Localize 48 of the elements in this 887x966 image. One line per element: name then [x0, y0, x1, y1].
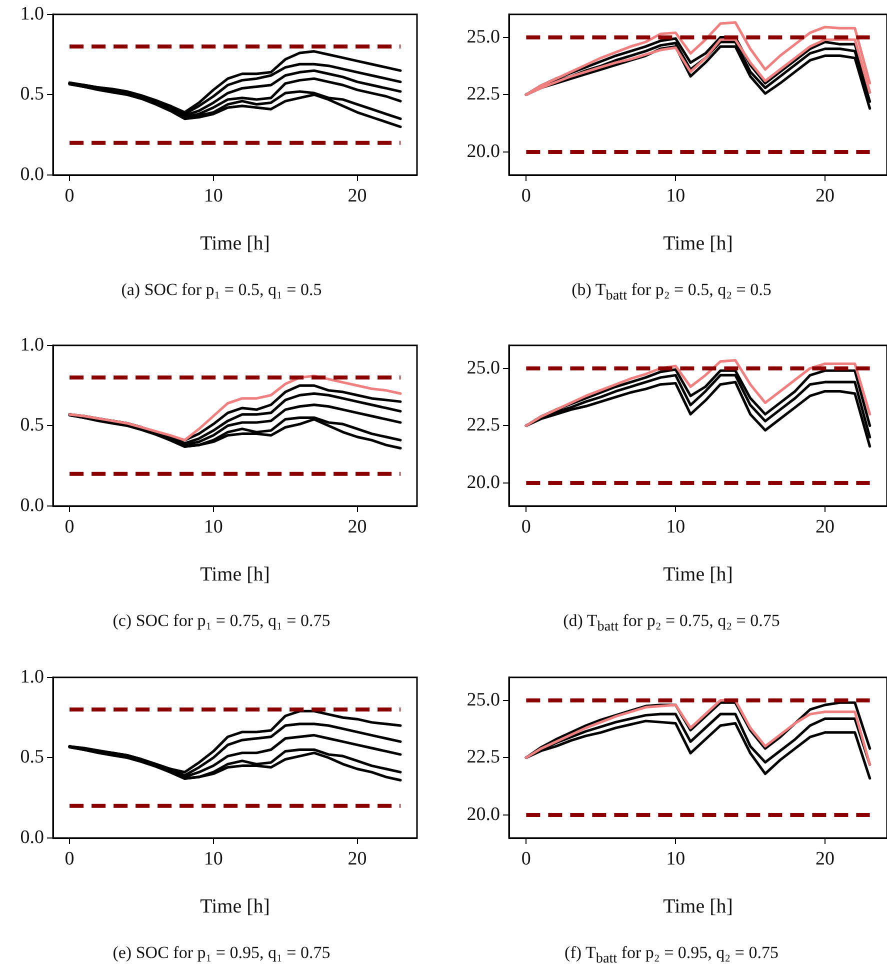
x-tick-label: 20 [348, 185, 367, 206]
x-tick-label: 0 [521, 848, 531, 870]
y-tick-label: 20.0 [466, 472, 500, 494]
y-tick-label: 25.0 [466, 26, 500, 48]
y-tick-label: 0.5 [20, 746, 44, 768]
x-tick-label: 10 [666, 185, 686, 206]
y-tick-label: 20.0 [466, 804, 500, 826]
x-tick-label: 20 [348, 516, 367, 538]
x-tick-label: 0 [521, 516, 531, 538]
y-tick-label: 25.0 [466, 357, 500, 378]
x-tick-label: 10 [204, 185, 223, 206]
text: (b) T$_{batt}$ for p₂ = 0.5, q₂ = 0.5 [570, 280, 772, 304]
x-axis-title: Time [h] [663, 895, 733, 918]
y-tick-label: 0.5 [20, 84, 44, 105]
x-tick-label: 0 [64, 848, 74, 870]
x-tick-label: 10 [204, 848, 223, 870]
y-tick-label: 22.5 [466, 84, 500, 105]
y-tick-label: 0.0 [20, 164, 44, 185]
x-axis-title: Time [h] [200, 563, 270, 586]
y-tick-label: 0.0 [20, 826, 44, 848]
y-tick-label: 1.0 [20, 334, 44, 356]
x-tick-label: 20 [815, 185, 834, 206]
x-axis-title: Time [h] [663, 563, 733, 586]
y-tick-label: 0.5 [20, 414, 44, 436]
x-tick-label: 10 [666, 516, 686, 538]
text: (d) T$_{batt}$ for p₂ = 0.75, q₂ = 0.75 [562, 611, 781, 636]
x-tick-label: 0 [64, 516, 74, 538]
x-tick-label: 10 [204, 516, 223, 538]
text: (e) SOC for p₁ = 0.95, q₁ = 0.75 [112, 943, 332, 963]
text: (c) SOC for p₁ = 0.75, q₁ = 0.75 [112, 611, 332, 631]
x-axis-title: Time [h] [663, 232, 733, 254]
y-tick-label: 0.0 [20, 494, 44, 516]
x-axis-title: Time [h] [200, 232, 270, 254]
x-tick-label: 10 [666, 848, 686, 870]
text: (a) SOC for p₁ = 0.5, q₁ = 0.5 [120, 280, 323, 300]
x-tick-label: 20 [815, 516, 834, 538]
x-tick-label: 0 [521, 185, 531, 206]
y-tick-label: 22.5 [466, 746, 500, 768]
x-tick-label: 0 [64, 185, 74, 206]
x-tick-label: 20 [348, 848, 367, 870]
y-tick-label: 25.0 [466, 689, 500, 710]
y-tick-label: 1.0 [20, 666, 44, 688]
y-tick-label: 22.5 [466, 414, 500, 436]
x-tick-label: 20 [815, 848, 834, 870]
y-tick-label: 1.0 [20, 3, 44, 24]
x-axis-title: Time [h] [200, 895, 270, 918]
text: (f) T$_{batt}$ for p₂ = 0.95, q₂ = 0.75 [564, 943, 780, 966]
y-tick-label: 20.0 [466, 141, 500, 162]
